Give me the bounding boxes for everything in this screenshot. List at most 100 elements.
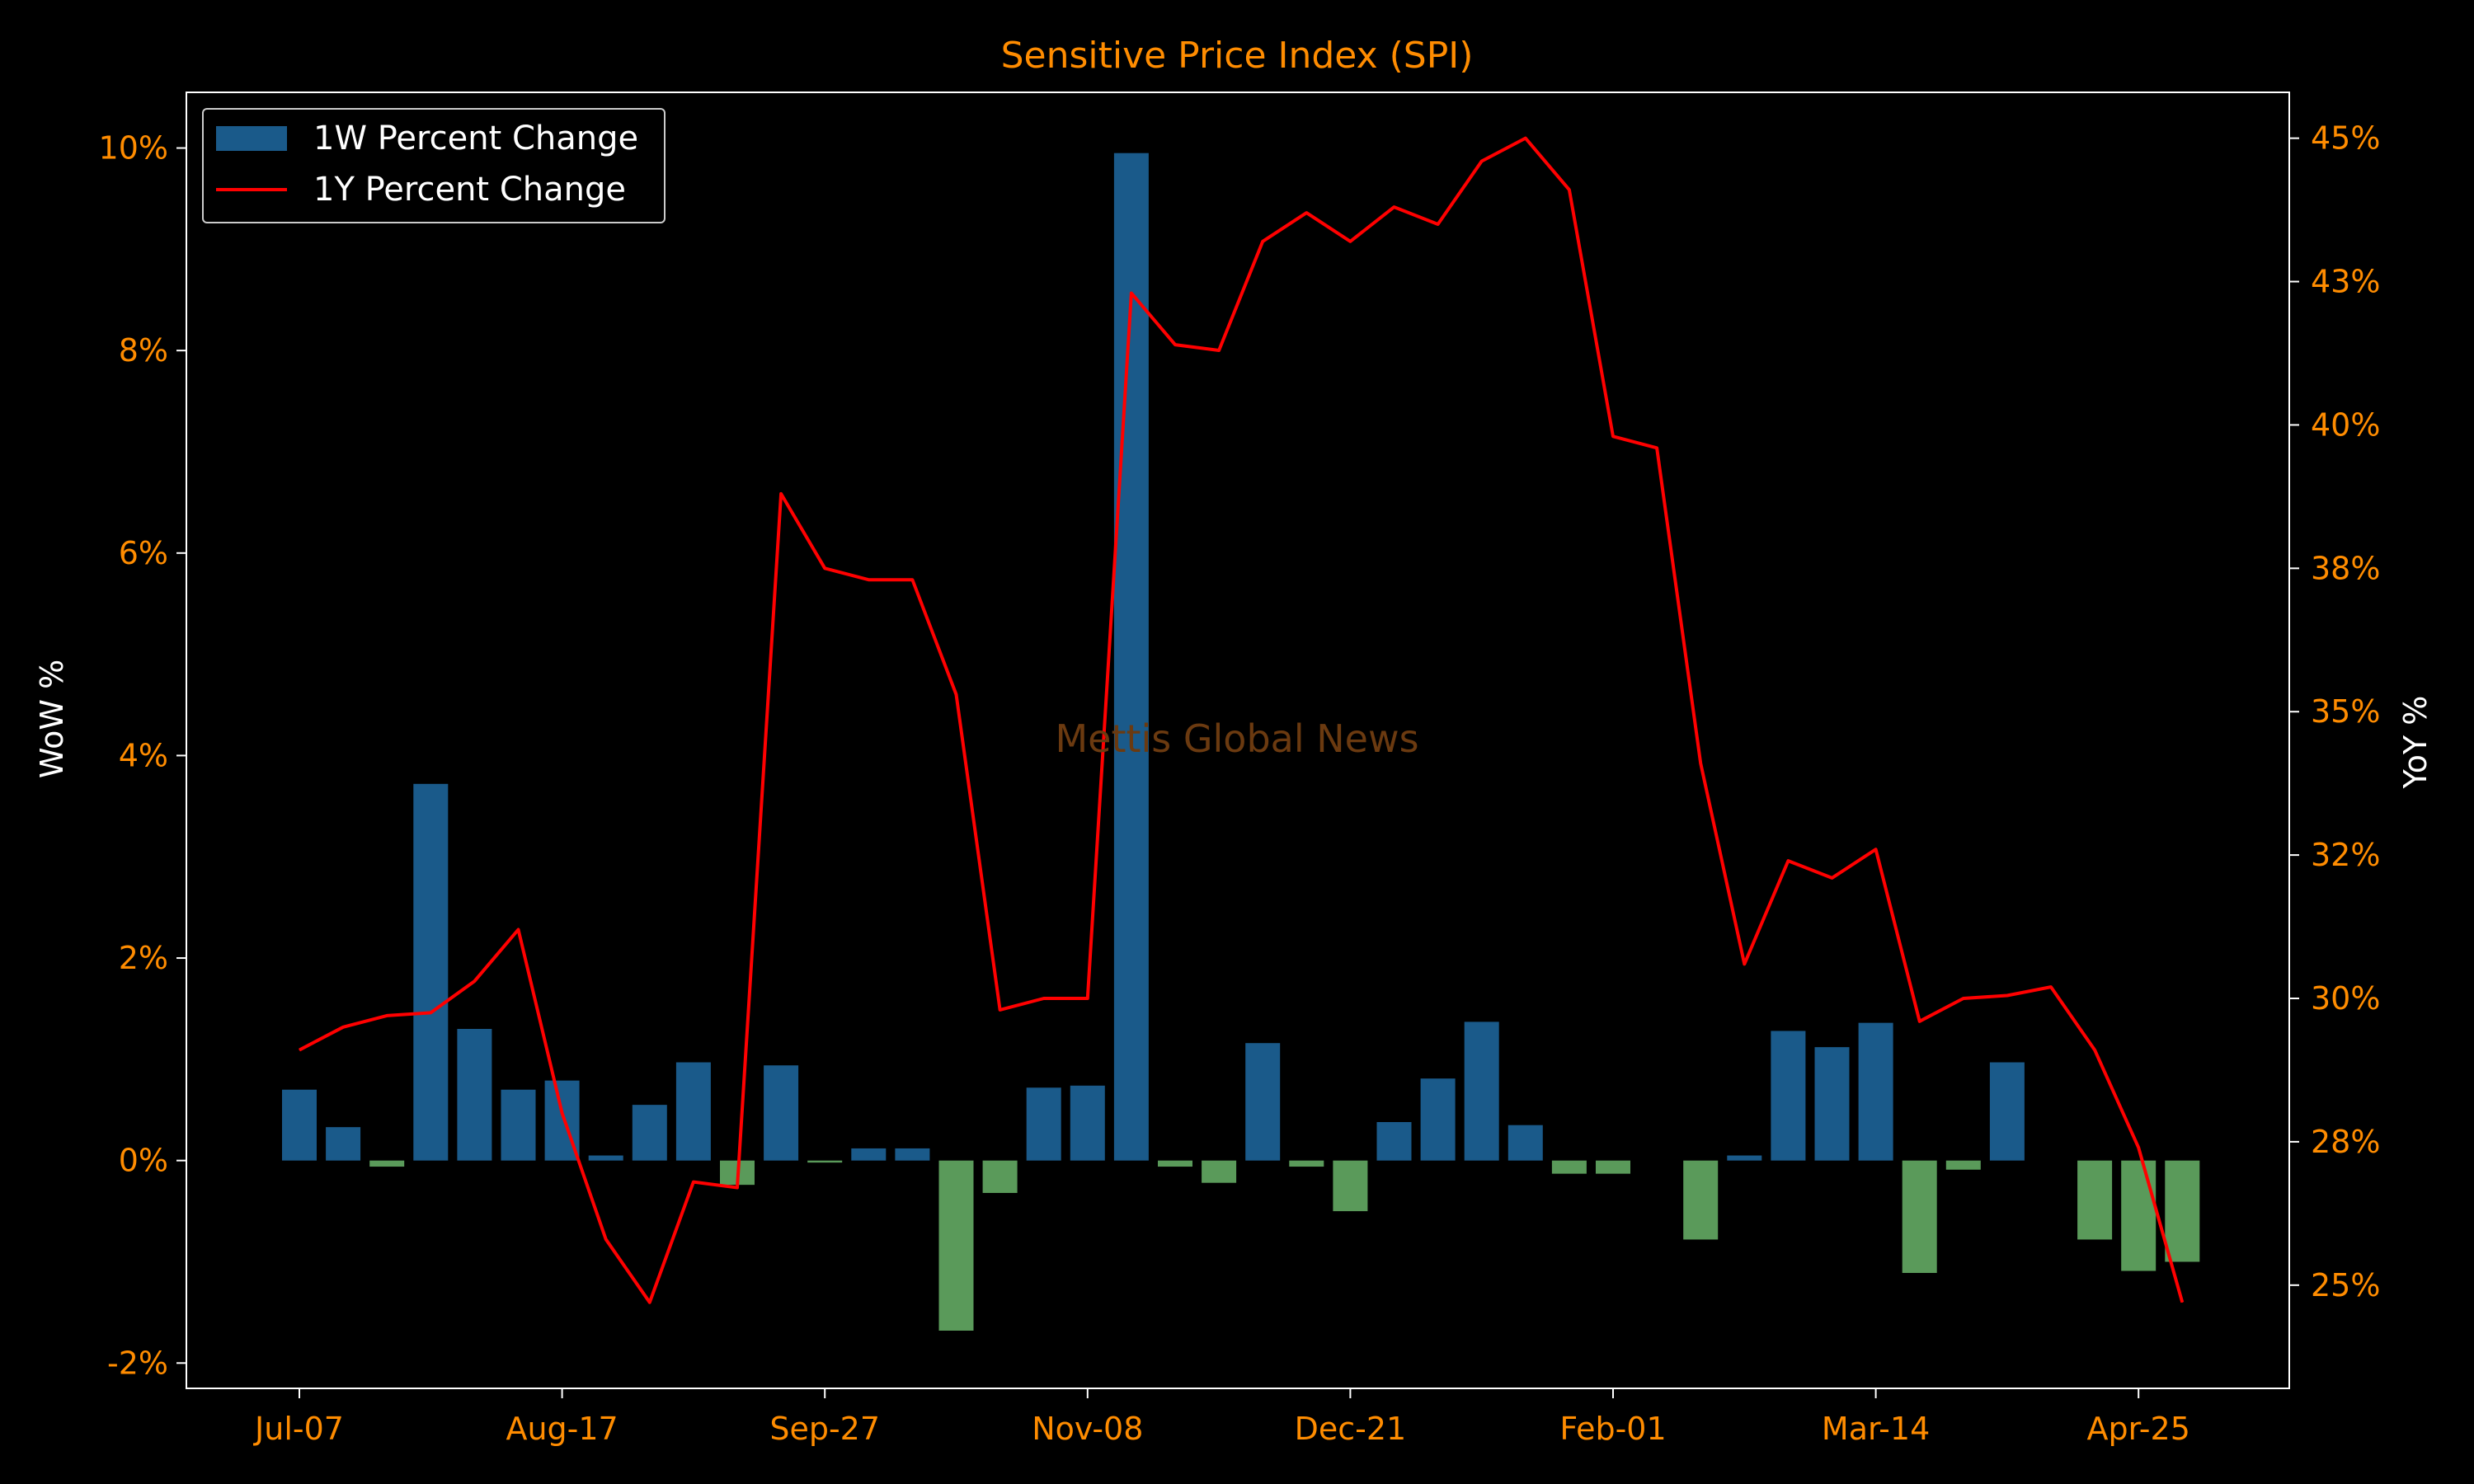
wow-bar <box>1289 1160 1324 1167</box>
y-right-tick-label: 28% <box>2311 1124 2380 1160</box>
yoy-point <box>649 1302 651 1303</box>
wow-bar <box>2077 1160 2113 1240</box>
y-right-tick-label: 25% <box>2311 1267 2380 1303</box>
wow-bar <box>895 1148 930 1161</box>
x-tick-label: Sep-27 <box>769 1411 880 1447</box>
wow-bar <box>1507 1125 1543 1161</box>
y-left-tick-label: 6% <box>119 535 168 571</box>
yoy-point <box>1963 998 1964 999</box>
wow-bar <box>1333 1160 1368 1212</box>
legend-box <box>202 108 666 223</box>
wow-bar <box>588 1155 623 1161</box>
y-right-axis-label: YoY % <box>2397 696 2434 790</box>
wow-bar <box>1551 1160 1587 1174</box>
y-right-tick-label: 38% <box>2311 550 2380 586</box>
wow-bar <box>1070 1085 1105 1161</box>
x-tick-label: Dec-21 <box>1295 1411 1407 1447</box>
wow-bar <box>1158 1160 1192 1167</box>
legend-label-1w: 1W Percent Change <box>313 120 638 157</box>
yoy-point <box>1481 160 1483 162</box>
yoy-point <box>1612 435 1614 437</box>
wow-bar <box>807 1160 843 1163</box>
wow-bar <box>282 1089 317 1161</box>
y-left-tick-label: 2% <box>119 940 168 976</box>
yoy-point <box>605 1238 607 1240</box>
legend-label-1y: 1Y Percent Change <box>313 171 626 209</box>
yoy-point <box>736 1187 738 1189</box>
wow-bar <box>413 783 449 1161</box>
x-tick-label: Apr-25 <box>2087 1411 2190 1447</box>
y-left-tick-label: 8% <box>119 332 168 369</box>
wow-bar <box>1245 1043 1281 1161</box>
yoy-point <box>1525 138 1526 139</box>
yoy-point <box>780 493 782 495</box>
yoy-point <box>2050 986 2052 988</box>
wow-bar <box>632 1105 667 1161</box>
wow-bar <box>1113 153 1149 1161</box>
wow-bar <box>369 1160 405 1167</box>
chart-title: Sensitive Price Index (SPI) <box>1001 35 1474 77</box>
y-right-tick-label: 45% <box>2311 120 2380 157</box>
wow-bar <box>501 1089 536 1161</box>
wow-bar <box>938 1160 974 1331</box>
yoy-point <box>386 1015 388 1017</box>
yoy-point <box>956 693 957 695</box>
yoy-point <box>693 1181 694 1183</box>
wow-bar <box>326 1127 361 1161</box>
x-tick-label: Aug-17 <box>506 1411 618 1447</box>
wow-bar <box>2121 1160 2157 1271</box>
wow-bar <box>2165 1160 2200 1262</box>
yoy-point <box>1043 998 1045 999</box>
y-right-tick-label: 40% <box>2311 406 2380 443</box>
wow-bar <box>1464 1021 1499 1161</box>
plot-area: -2% 0% 2% 4% 6% 8% 10% 25% 28% 30% 32% 35% 38% 40% 43%… <box>99 92 2380 1447</box>
wow-bar <box>1376 1122 1412 1161</box>
yoy-point <box>2006 995 2008 997</box>
yoy-point <box>1875 848 1877 850</box>
yoy-point <box>1218 350 1220 351</box>
y-left-tick-label: 10% <box>99 130 168 167</box>
yoy-line <box>299 136 2185 1304</box>
wow-bar <box>1989 1062 2025 1161</box>
wow-bar <box>1945 1160 1981 1170</box>
wow-bar <box>1026 1087 1061 1161</box>
yoy-point <box>1787 860 1789 862</box>
yoy-point <box>2181 1302 2183 1303</box>
y-right-tick-label: 43% <box>2311 264 2380 300</box>
x-tick-label: Mar-14 <box>1822 1411 1930 1447</box>
wow-bar <box>1771 1031 1806 1161</box>
y-left-tick-label: 0% <box>119 1143 168 1179</box>
watermark-text: Mettis Global News <box>1055 716 1418 761</box>
wow-bar <box>1202 1160 1237 1183</box>
wow-bar <box>1814 1047 1850 1161</box>
wow-bar <box>1858 1022 1893 1161</box>
x-tick-label: Feb-01 <box>1559 1411 1666 1447</box>
legend-bar-swatch <box>216 126 287 151</box>
plot-frame <box>186 92 2290 1389</box>
yoy-point <box>1743 963 1745 965</box>
y-right-tick-label: 32% <box>2311 837 2380 873</box>
yoy-point <box>430 1012 431 1013</box>
wow-bar <box>1596 1160 1630 1174</box>
yoy-point <box>518 929 519 931</box>
yoy-point <box>1087 998 1089 999</box>
x-tick-label: Nov-08 <box>1032 1411 1143 1447</box>
yoy-point <box>473 980 475 982</box>
x-tick-label: Jul-07 <box>253 1411 344 1447</box>
yoy-point <box>1437 223 1439 225</box>
yoy-point <box>2138 1147 2139 1148</box>
wow-bar <box>764 1065 799 1161</box>
wow-bar <box>1420 1078 1456 1161</box>
yoy-point <box>1394 206 1395 208</box>
wow-bar <box>1683 1160 1719 1240</box>
yoy-point <box>342 1026 344 1028</box>
yoy-point <box>999 1009 1001 1011</box>
y-right-tick-label: 35% <box>2311 693 2380 730</box>
wow-bar <box>457 1029 492 1161</box>
wow-bar <box>675 1062 711 1161</box>
yoy-point <box>1349 241 1351 242</box>
y-left-axis-label: WoW % <box>34 660 70 778</box>
y-left-tick-label: -2% <box>107 1345 168 1381</box>
